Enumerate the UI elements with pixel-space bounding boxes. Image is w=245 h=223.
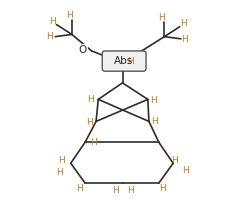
- Text: H: H: [158, 13, 165, 22]
- Text: H: H: [150, 96, 157, 105]
- Text: H: H: [90, 138, 97, 147]
- Text: H: H: [181, 35, 187, 44]
- FancyBboxPatch shape: [102, 51, 146, 71]
- Text: H: H: [86, 118, 92, 127]
- Text: H: H: [159, 184, 166, 193]
- Text: H: H: [56, 167, 63, 177]
- Text: H: H: [171, 156, 178, 165]
- Text: O: O: [78, 45, 86, 55]
- Text: H: H: [182, 166, 189, 176]
- Text: H: H: [87, 95, 94, 104]
- Text: H: H: [76, 184, 83, 193]
- Text: H: H: [59, 156, 65, 165]
- Text: H: H: [49, 17, 55, 26]
- Text: H: H: [180, 19, 186, 28]
- Text: H: H: [47, 32, 53, 41]
- Text: Abs: Abs: [114, 56, 134, 66]
- Text: H: H: [127, 58, 134, 66]
- Text: H: H: [127, 186, 134, 195]
- Text: H: H: [112, 186, 119, 195]
- Text: H: H: [66, 11, 73, 20]
- Text: H: H: [151, 117, 158, 126]
